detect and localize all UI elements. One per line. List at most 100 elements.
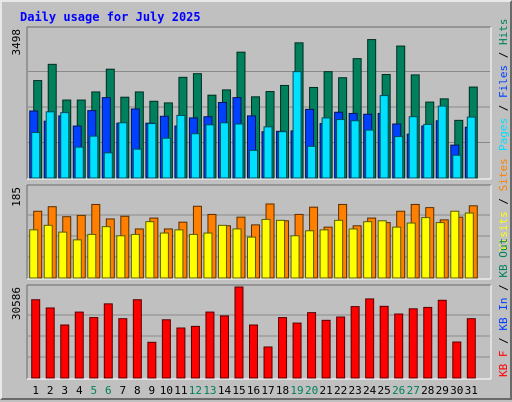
- legend-sites: Visits / Sites: [497, 158, 510, 251]
- legend-files-label: Files: [497, 65, 510, 98]
- kbytes-in-bar: [60, 324, 70, 379]
- kbytes-in-bar: [45, 307, 55, 379]
- x-tick-label-day: 21: [319, 384, 332, 397]
- y-max-label-kbytes: 30586: [10, 287, 23, 320]
- pages-bar: [408, 116, 418, 179]
- visits-bar: [58, 231, 68, 279]
- visits-bar: [464, 212, 474, 279]
- pages-bar: [350, 120, 360, 179]
- pages-bar: [60, 112, 70, 179]
- pages-bar: [45, 111, 55, 179]
- visits-bar: [377, 220, 387, 279]
- kbytes-in-bar: [132, 299, 142, 379]
- pages-bar: [205, 124, 215, 179]
- legend-hits-label: Hits: [497, 19, 510, 46]
- pages-bar: [103, 152, 113, 179]
- x-tick-label-day: 13: [203, 384, 216, 397]
- x-tick-label-day: 7: [120, 384, 127, 397]
- legend-separator: /: [497, 278, 510, 298]
- x-tick-label-day: 4: [76, 384, 83, 397]
- legend-separator: /: [497, 191, 510, 211]
- kbytes-in-bar: [452, 341, 462, 379]
- visits-bar: [290, 235, 300, 279]
- kbytes-in-bar: [307, 312, 317, 379]
- x-tick-label-day: 20: [305, 384, 318, 397]
- visits-bar: [29, 229, 39, 279]
- x-tick-label-day: 16: [247, 384, 260, 397]
- visits-bar: [435, 222, 445, 279]
- x-tick-label-day: 31: [465, 384, 478, 397]
- visits-bar: [188, 233, 198, 279]
- pages-bar: [190, 133, 200, 179]
- x-tick-label-day: 17: [261, 384, 274, 397]
- kbytes-in-bar: [278, 317, 288, 379]
- pages-bar: [74, 146, 84, 179]
- pages-bar: [89, 135, 99, 179]
- x-tick-label-day: 26: [392, 384, 405, 397]
- kbytes-in-bar: [263, 346, 273, 379]
- kbytes-in-bar: [205, 311, 215, 379]
- visits-bar: [334, 219, 344, 279]
- x-tick-label-day: 11: [174, 384, 187, 397]
- kbytes-in-bar: [219, 315, 229, 379]
- visits-bar: [232, 228, 242, 279]
- x-tick-label-day: 30: [450, 384, 463, 397]
- legend-separator: /: [497, 45, 510, 65]
- pages-bar: [394, 136, 404, 179]
- x-tick-label-day: 5: [90, 384, 97, 397]
- x-tick-label-day: 27: [407, 384, 420, 397]
- visits-bar: [348, 228, 358, 279]
- kbytes-in-bar: [190, 325, 200, 379]
- kbytes-in-bar: [394, 313, 404, 379]
- visits-bar: [261, 218, 271, 279]
- pages-bar: [161, 137, 171, 179]
- pages-bar: [292, 71, 302, 179]
- visits-bar: [174, 229, 184, 279]
- legend-kb-out-label: KB Out: [497, 238, 510, 278]
- legend-hits: Pages / Files / Hits: [497, 19, 510, 152]
- pages-bar: [147, 123, 157, 179]
- pages-bar: [31, 132, 41, 179]
- kbytes-in-bar: [118, 318, 128, 379]
- visits-bar: [159, 232, 169, 279]
- legend-separator: /: [497, 98, 510, 118]
- kbytes-in-bar: [336, 316, 346, 379]
- x-tick-label-day: 19: [290, 384, 303, 397]
- kbytes-in-bar: [365, 298, 375, 379]
- kbytes-in-bar: [103, 303, 113, 379]
- y-max-label-sites: 185: [10, 187, 23, 207]
- visits-bar: [203, 232, 213, 279]
- x-tick-label-day: 1: [32, 384, 39, 397]
- visits-bar: [87, 233, 97, 279]
- kbytes-in-bar: [74, 311, 84, 379]
- x-tick-label-day: 6: [105, 384, 112, 397]
- x-tick-label-day: 8: [134, 384, 141, 397]
- pages-bar: [176, 114, 186, 179]
- x-tick-label-day: 29: [436, 384, 449, 397]
- x-tick-label-day: 18: [276, 384, 289, 397]
- x-tick-label-day: 9: [149, 384, 156, 397]
- visits-bar: [72, 239, 82, 279]
- legend-kbytes: KB F / KB In / KB Out: [497, 238, 510, 377]
- pages-bar: [263, 126, 273, 179]
- visits-bar: [319, 229, 329, 279]
- kbytes-in-bar: [408, 308, 418, 379]
- kbytes-in-bar: [31, 299, 41, 379]
- visits-bar: [406, 222, 416, 279]
- x-tick-label-day: 12: [189, 384, 202, 397]
- pages-bar: [307, 145, 317, 179]
- visits-bar: [363, 221, 373, 279]
- y-max-label-hits: 3498: [10, 29, 23, 56]
- visits-bar: [130, 233, 140, 279]
- visits-bar: [217, 224, 227, 279]
- pages-bar: [336, 119, 346, 179]
- visits-bar: [392, 226, 402, 279]
- pages-bar: [379, 95, 389, 179]
- pages-bar: [423, 123, 433, 179]
- kbytes-in-bar: [437, 299, 447, 379]
- kbytes-in-bar: [161, 319, 171, 379]
- x-tick-label-day: 28: [421, 384, 434, 397]
- visits-bar: [276, 219, 286, 279]
